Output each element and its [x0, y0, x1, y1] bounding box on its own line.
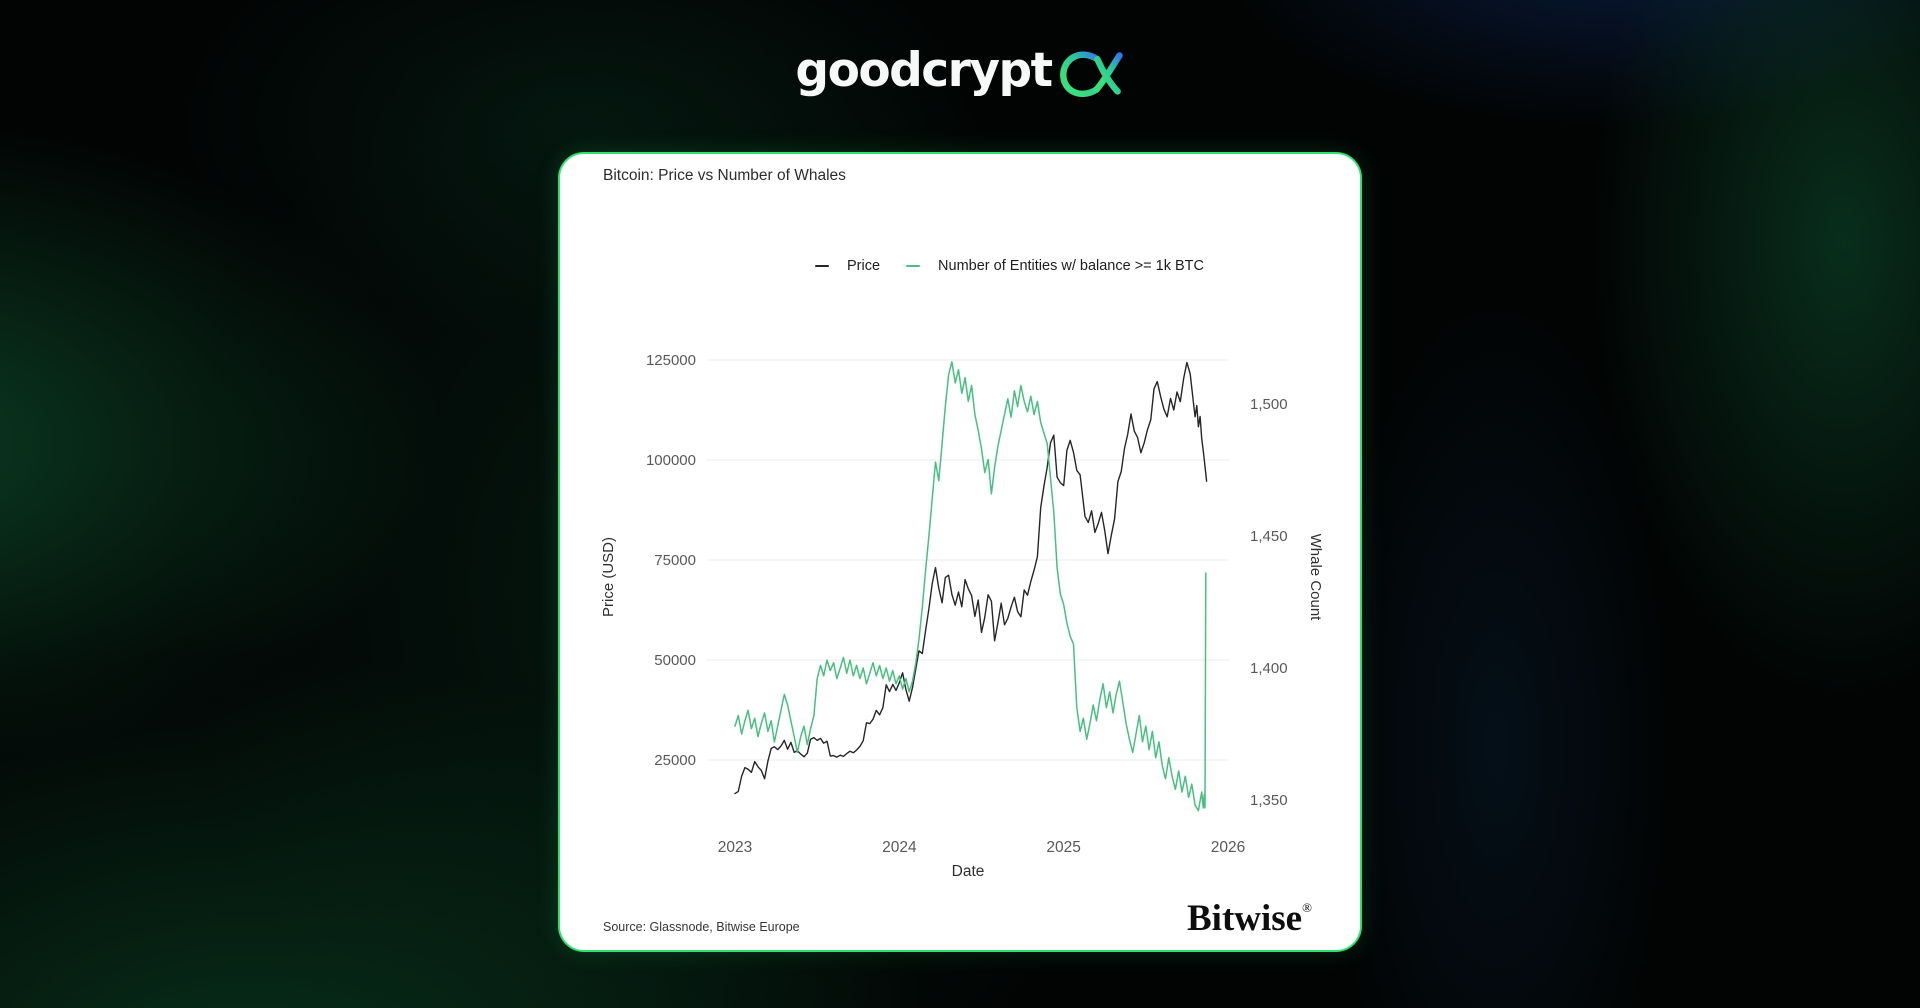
chart-card: Bitcoin: Price vs Number of Whales Price… [558, 152, 1362, 952]
left-tick-label: 75000 [654, 552, 696, 569]
legend-label-price: Price [847, 258, 881, 274]
right-tick-label: 1,350 [1250, 792, 1288, 809]
price-whales-chart: 125000 100000 75000 50000 25000 1,500 1,450 1,4… [600, 352, 1324, 880]
legend-label-whales: Number of Entities w/ balance >= 1k BTC [938, 258, 1205, 274]
whales-series-dash-icon [906, 264, 921, 268]
goodcrypto-logo: goodcrypt [0, 34, 1920, 106]
price-line [734, 361, 1208, 795]
x-tick-label: 2024 [882, 839, 917, 856]
left-tick-label: 50000 [654, 652, 696, 669]
x-tick-label: 2025 [1046, 839, 1080, 856]
legend-item-price: Price [815, 258, 880, 274]
legend-item-whales: Number of Entities w/ balance >= 1k BTC [906, 258, 1204, 274]
alpha-x-icon [1059, 51, 1123, 97]
chart-legend: Price Number of Entities w/ balance >= 1… [815, 257, 1204, 275]
source-caption: Source: Glassnode, Bitwise Europe [603, 920, 800, 934]
bitwise-logo: Bitwise® [1187, 898, 1312, 939]
goodcrypto-wordmark: goodcrypt [795, 42, 1053, 98]
right-axis-title: Whale Count [1307, 534, 1324, 622]
right-tick-label: 1,500 [1250, 396, 1288, 413]
left-tick-label: 100000 [646, 452, 696, 469]
registered-mark: ® [1302, 900, 1312, 915]
right-tick-label: 1,450 [1250, 528, 1288, 545]
x-tick-label: 2026 [1211, 839, 1245, 856]
left-tick-label: 25000 [654, 752, 696, 769]
price-series-dash-icon [815, 264, 829, 268]
whales-line [734, 361, 1207, 812]
chart-title: Bitcoin: Price vs Number of Whales [603, 167, 846, 184]
x-tick-label: 2023 [718, 839, 752, 856]
right-tick-label: 1,400 [1250, 660, 1288, 677]
left-tick-label: 125000 [646, 352, 696, 369]
x-axis-title: Date [952, 863, 985, 880]
left-axis-title: Price (USD) [600, 537, 617, 617]
